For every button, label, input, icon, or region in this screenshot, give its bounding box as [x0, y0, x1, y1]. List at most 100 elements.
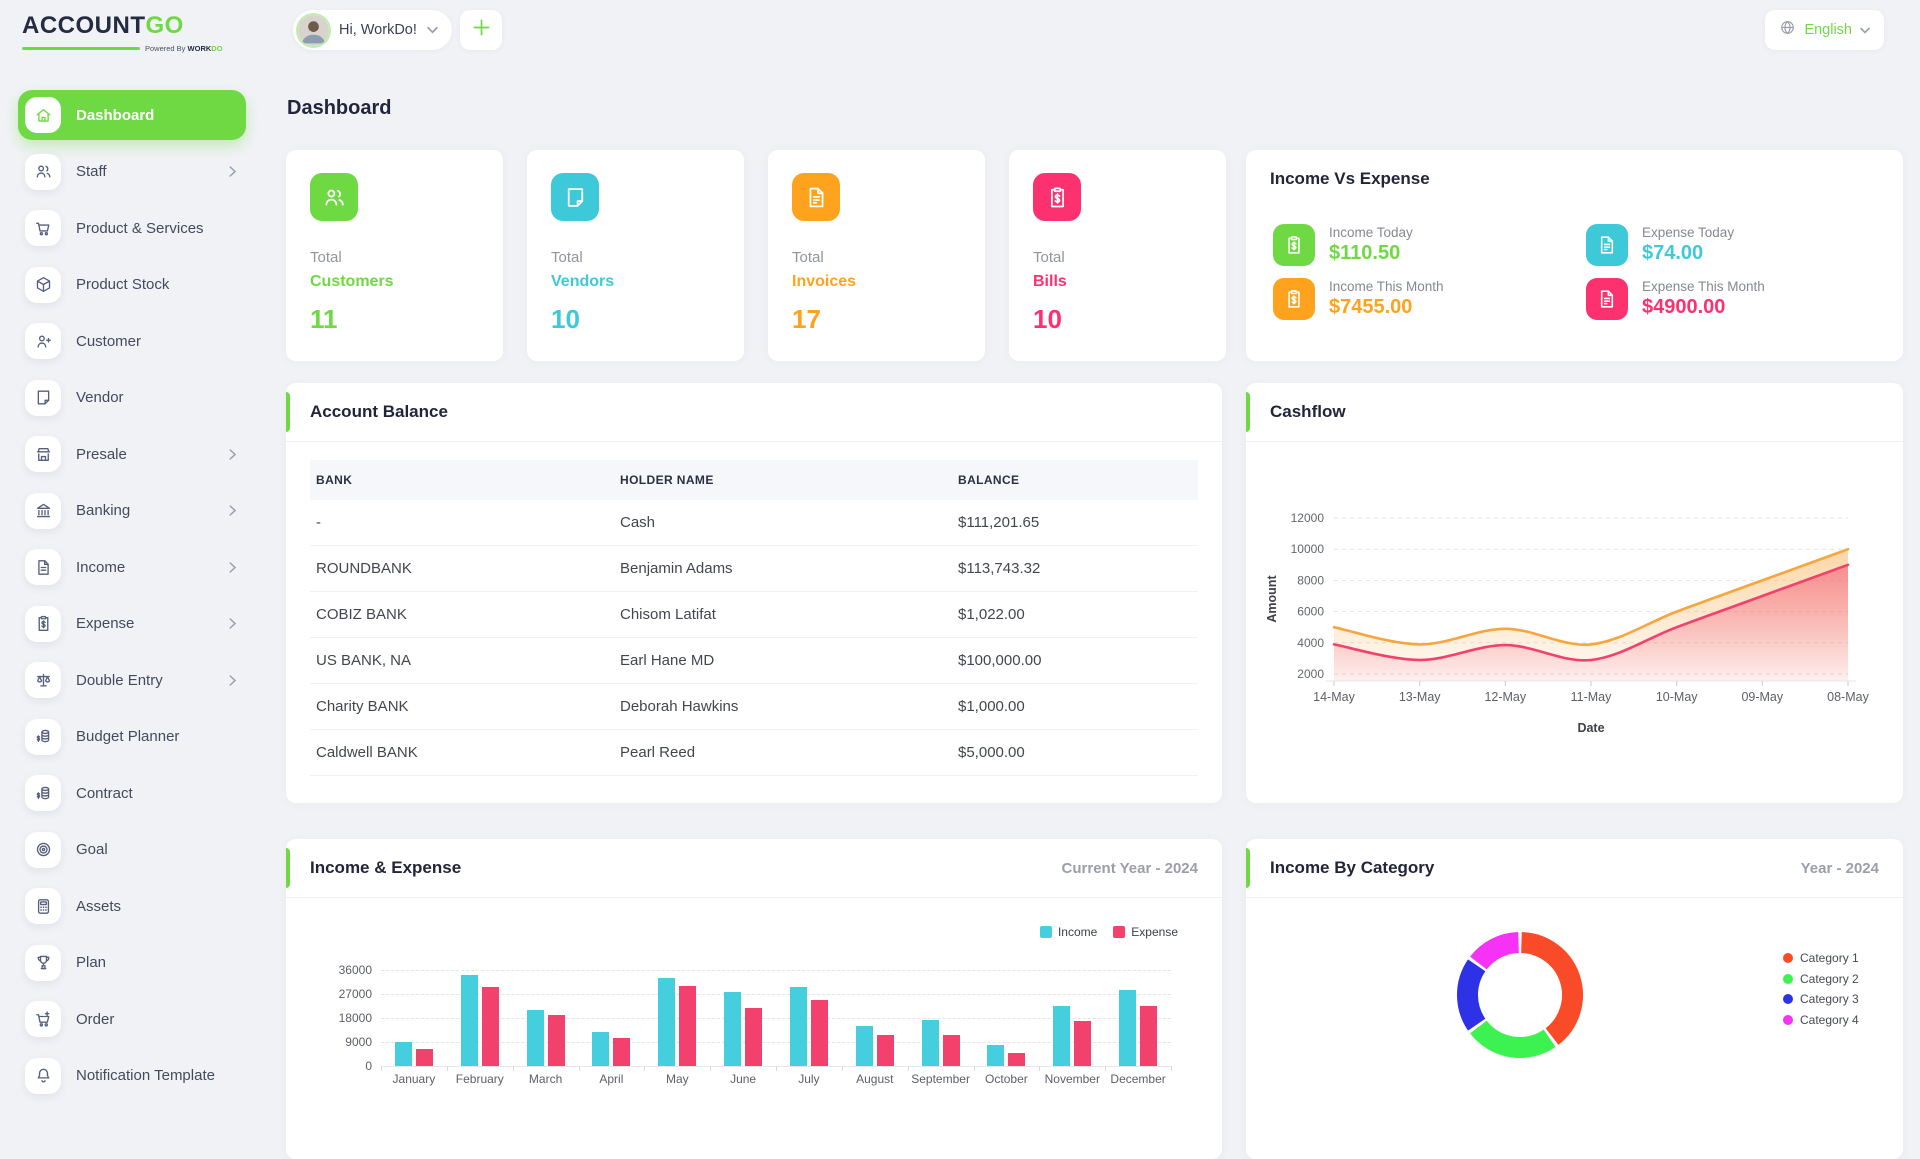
note-icon [25, 379, 61, 416]
logo-powered-by: Powered By WORKDO [145, 44, 223, 54]
bar-income-may [658, 978, 676, 1066]
note-icon [551, 173, 599, 221]
bar-income-april [592, 1032, 610, 1066]
bar-income-december [1119, 990, 1137, 1066]
sidebar-item-label: Budget Planner [76, 728, 180, 745]
sidebar-item-presale[interactable]: Presale [18, 429, 246, 479]
sidebar-item-label: Plan [76, 954, 107, 971]
sidebar-item-label: Banking [76, 502, 131, 519]
sidebar-item-goal[interactable]: Goal [18, 825, 246, 875]
sidebar-item-double-entry[interactable]: Double Entry [18, 655, 246, 705]
sidebar-item-dashboard[interactable]: Dashboard [18, 90, 246, 140]
table-row: Charity BANK Deborah Hawkins $1,000.00 [310, 683, 1198, 730]
table-cell: Cash [614, 500, 952, 546]
table-row: - Cash $111,201.65 [310, 500, 1198, 546]
legend-item: Category 3 [1783, 992, 1859, 1006]
x-axis-label: July [798, 1072, 820, 1086]
sidebar-item-vendor[interactable]: Vendor [18, 373, 246, 423]
sidebar-item-label: Assets [76, 897, 122, 915]
user-plus-icon [25, 323, 61, 359]
y-axis-label: 27000 [338, 987, 372, 1001]
sidebar-item-expense[interactable]: Expense [18, 599, 246, 649]
bar-expense-august [876, 1034, 894, 1066]
chevron-down-icon [1860, 21, 1870, 39]
x-axis-tick [644, 1066, 646, 1071]
calculator-icon [25, 888, 61, 924]
sidebar-item-label: Contract [76, 784, 133, 802]
svg-text:14-May: 14-May [1313, 690, 1355, 704]
sidebar-item-label: Goal [76, 841, 108, 858]
sidebar-item-label: Income [76, 558, 126, 576]
x-axis-label: February [455, 1072, 504, 1086]
avatar [298, 14, 329, 46]
gridline [381, 970, 1171, 971]
legend-swatch [1039, 926, 1052, 938]
sidebar-item-notification-template[interactable]: Notification Template [18, 1051, 246, 1101]
sidebar-item-budget-planner[interactable]: Budget Planner [18, 712, 246, 762]
y-axis-label: 0 [365, 1059, 372, 1073]
x-axis-tick [907, 1066, 909, 1071]
bar-income-june [724, 991, 742, 1066]
sidebar-item-label: Double Entry [76, 671, 163, 689]
income-expense-period: Current Year - 2024 [1061, 859, 1198, 877]
x-axis-label: October [985, 1072, 1028, 1086]
language-label: English [1804, 22, 1852, 38]
bar-expense-january [415, 1049, 433, 1066]
bar-expense-december [1140, 1005, 1158, 1066]
x-axis-label: June [730, 1072, 757, 1086]
stat-category-label: Invoices [792, 273, 857, 290]
sidebar-item-label: Expense [76, 615, 135, 632]
stat-category-label: Customers [310, 273, 394, 290]
sidebar-item-product-stock[interactable]: Product Stock [18, 260, 246, 310]
bar-income-august [855, 1026, 873, 1066]
stat-card-bills: Total Bills 10 [1009, 150, 1226, 361]
stat-value: 11 [310, 304, 338, 334]
x-axis-tick [1039, 1066, 1041, 1071]
column-header: HOLDER NAME [614, 460, 952, 500]
column-header: BANK [310, 460, 614, 500]
sidebar-item-income[interactable]: Income [18, 542, 246, 592]
table-cell: $1,022.00 [952, 591, 1198, 638]
user-menu[interactable]: Hi, WorkDo! [293, 10, 452, 50]
chevron-right-icon [229, 618, 236, 629]
add-button[interactable] [460, 10, 502, 50]
ive-value: $74.00 [1642, 242, 1704, 264]
table-cell: $111,201.65 [952, 500, 1198, 546]
table-cell: Chisom Latifat [614, 591, 952, 638]
x-axis-tick [578, 1066, 580, 1071]
accent-bar [1246, 392, 1250, 432]
app-logo[interactable]: ACCOUNTGO Powered By WORKDO [22, 12, 223, 54]
sidebar-item-plan[interactable]: Plan [18, 938, 246, 988]
accent-bar [286, 848, 290, 888]
table-cell: Earl Hane MD [614, 637, 952, 684]
chevron-down-icon [427, 21, 438, 39]
svg-text:11-May: 11-May [1571, 690, 1613, 704]
sidebar-item-staff[interactable]: Staff [18, 147, 246, 197]
sidebar-item-customer[interactable]: Customer [18, 316, 246, 366]
sidebar-item-label: Customer [76, 332, 142, 350]
account-balance-card: Account Balance BANK HOLDER NAME BALANCE -… [286, 383, 1222, 803]
x-axis-tick [512, 1066, 514, 1071]
sidebar-item-banking[interactable]: Banking [18, 486, 246, 536]
store-icon [25, 436, 61, 472]
sidebar-item-product-services[interactable]: Product & Services [18, 203, 246, 253]
sidebar-item-contract[interactable]: Contract [18, 768, 246, 818]
stat-total-label: Total [310, 249, 342, 266]
bar-expense-june [745, 1007, 763, 1066]
language-selector[interactable]: English [1765, 10, 1884, 50]
x-axis-label: December [1110, 1072, 1166, 1086]
sidebar-item-order[interactable]: Order [18, 994, 246, 1044]
x-axis-tick [1105, 1066, 1107, 1071]
chart-legend: Category 1 Category 2 Category 3 Category 4 [1783, 951, 1859, 1027]
target-icon [25, 831, 61, 868]
legend-swatch [1783, 973, 1793, 984]
y-axis-label: 18000 [338, 1011, 372, 1025]
sidebar-item-assets[interactable]: Assets [18, 881, 246, 931]
table-row: Caldwell BANK Pearl Reed $5,000.00 [310, 729, 1198, 776]
x-axis-label: May [665, 1072, 689, 1086]
table-cell: $1,000.00 [952, 683, 1198, 730]
svg-text:10000: 10000 [1291, 542, 1325, 556]
bar-income-january [394, 1041, 412, 1066]
cart-plus-icon [25, 1001, 61, 1037]
coins-icon [25, 718, 61, 755]
